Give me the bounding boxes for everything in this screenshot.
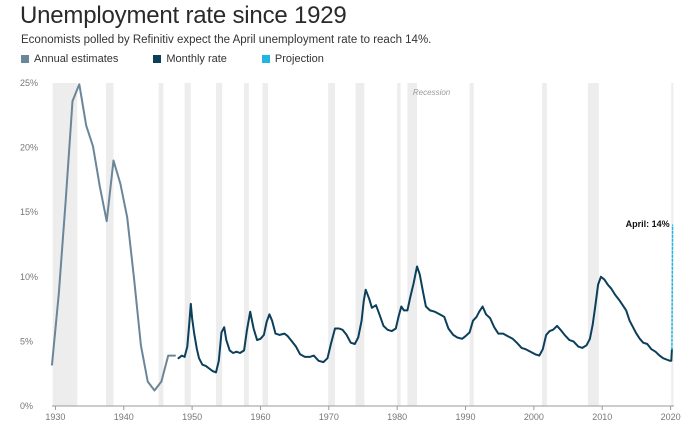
x-tick-label-2000: 2000: [524, 412, 544, 422]
legend-item-projection: Projection: [261, 53, 324, 65]
y-tick-label-25: 25%: [20, 78, 38, 88]
x-tick-label-1950: 1950: [182, 412, 202, 422]
recession-band-8: [355, 83, 365, 406]
y-tick-label-20: 20%: [20, 143, 38, 153]
recession-band-7: [328, 83, 335, 406]
recession-band-1: [105, 83, 114, 406]
recession-band-2: [158, 83, 164, 406]
legend-label-projection: Projection: [274, 53, 324, 65]
annotation-april-projection: April: 14%: [626, 219, 670, 229]
recession-band-5: [244, 83, 249, 406]
recession-band-12: [542, 83, 547, 406]
x-tick-label-1930: 1930: [45, 412, 65, 422]
x-tick-label-1940: 1940: [114, 412, 134, 422]
series-line-monthly-rate: [177, 265, 673, 374]
x-tick-label-1960: 1960: [250, 412, 270, 422]
legend-label-monthly: Monthly rate: [166, 53, 227, 65]
x-tick-label-2010: 2010: [592, 412, 612, 422]
chart-title: Unemployment rate since 1929: [20, 2, 347, 29]
series-line-projection: [671, 224, 674, 350]
legend-swatch-annual: [21, 55, 29, 63]
chart-subtitle: Economists polled by Refinitiv expect th…: [21, 34, 432, 46]
legend-swatch-projection: [261, 55, 270, 63]
chart-legend: Annual estimates Monthly rate Projection: [21, 52, 359, 66]
recession-band-0: [52, 83, 78, 406]
y-tick-label-15: 15%: [20, 207, 38, 217]
series-line-annual-estimates: [51, 83, 176, 392]
recession-band-6: [262, 83, 268, 406]
y-tick-label-5: 5%: [20, 336, 33, 346]
x-tick-label-2020: 2020: [661, 412, 681, 422]
y-tick-label-10: 10%: [20, 272, 38, 282]
legend-item-annual: Annual estimates: [21, 53, 118, 65]
y-tick-label-0: 0%: [20, 401, 33, 411]
legend-swatch-monthly: [153, 55, 162, 63]
recession-label: Recession: [413, 88, 451, 97]
recession-band-11: [469, 83, 474, 406]
recession-band-9: [397, 83, 401, 406]
recession-band-13: [587, 83, 599, 406]
legend-label-annual: Annual estimates: [34, 53, 119, 65]
recession-band-4: [216, 83, 223, 406]
x-tick-label-1970: 1970: [319, 412, 339, 422]
x-tick-label-1990: 1990: [456, 412, 476, 422]
x-tick-label-1980: 1980: [387, 412, 407, 422]
recession-band-10: [407, 83, 417, 406]
recession-band-3: [184, 83, 191, 406]
legend-item-monthly: Monthly rate: [153, 53, 227, 65]
